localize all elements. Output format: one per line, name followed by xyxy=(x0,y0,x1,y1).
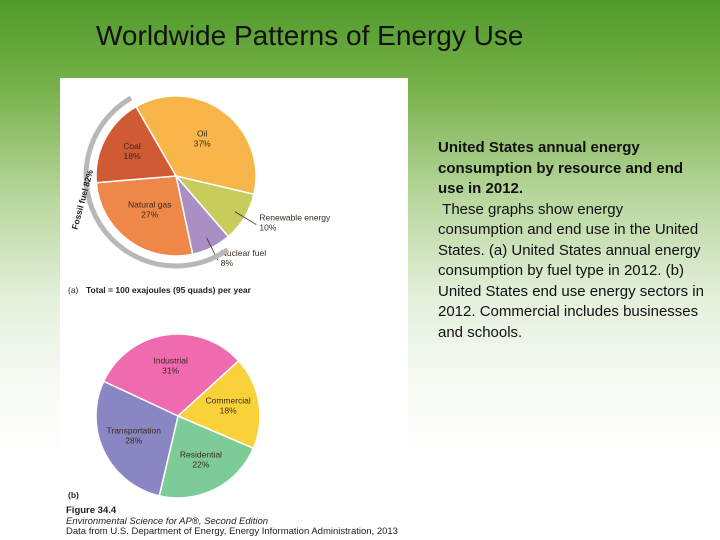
pie-a-slice-oil xyxy=(134,95,257,196)
pie-a-label-coal: Coal xyxy=(123,141,141,151)
pie-b-slice-transportation xyxy=(95,380,179,497)
pie-a-value-coal: 18% xyxy=(124,151,141,161)
figure-caption: Figure 34.4 Environmental Science for AP… xyxy=(66,505,406,538)
pie-a-label-renewable-energy: Renewable energy xyxy=(259,213,331,223)
chart-a-panel-label: (a) xyxy=(68,285,79,295)
pie-a-slice-coal xyxy=(95,105,178,184)
pie-b-slice-residential xyxy=(158,414,255,499)
pie-b-value-industrial: 31% xyxy=(162,365,179,375)
chart-a-total-label: Total = 100 exajoules (95 quads) per yea… xyxy=(86,285,252,295)
description-body: These graphs show energy consumption and… xyxy=(438,200,709,341)
pie-b-label-industrial: Industrial xyxy=(153,355,188,365)
pie-a-value-nuclear-fuel: 8% xyxy=(221,258,234,268)
slide-title: Worldwide Patterns of Energy Use xyxy=(96,20,524,51)
figure-book-title: Environmental Science for AP®, Second Ed… xyxy=(66,515,269,527)
pie-a-slice-natural-gas xyxy=(95,175,194,257)
chart-b-panel-label: (b) xyxy=(68,490,79,500)
pie-b-label-commercial: Commercial xyxy=(205,396,250,406)
pie-a-value-natural-gas: 27% xyxy=(141,209,158,219)
pie-a-value-renewable-energy: 10% xyxy=(259,223,276,233)
pie-b-label-residential: Residential xyxy=(180,449,222,459)
pie-b-value-transportation: 28% xyxy=(125,435,142,445)
pie-a-leader-renewable-energy xyxy=(234,211,257,226)
pie-b-slice-commercial xyxy=(176,359,261,450)
pie-a-label-nuclear-fuel: Nuclear fuel xyxy=(221,248,266,258)
pie-a-label-oil: Oil xyxy=(197,129,208,139)
pie-b-label-transportation: Transportation xyxy=(106,425,161,435)
pie-b-slice-industrial xyxy=(102,333,240,417)
slide-description: United States annual energy consumption … xyxy=(438,138,708,343)
description-heading: United States annual energy consumption … xyxy=(438,139,684,197)
pie-a-label-natural-gas: Natural gas xyxy=(128,199,171,209)
pie-a-value-oil: 37% xyxy=(194,139,211,149)
pie-b-value-residential: 22% xyxy=(192,459,209,469)
figure-number: Figure 34.4 xyxy=(66,505,117,516)
figure-data-source: Data from U.S. Department of Energy, Ene… xyxy=(66,526,398,537)
figure-panel: Oil 37% Renewable energy 10% Nuclear fuel 8% N… xyxy=(60,78,408,540)
pie-b-value-commercial: 18% xyxy=(220,406,237,416)
fossil-fuel-bracket xyxy=(83,95,230,269)
